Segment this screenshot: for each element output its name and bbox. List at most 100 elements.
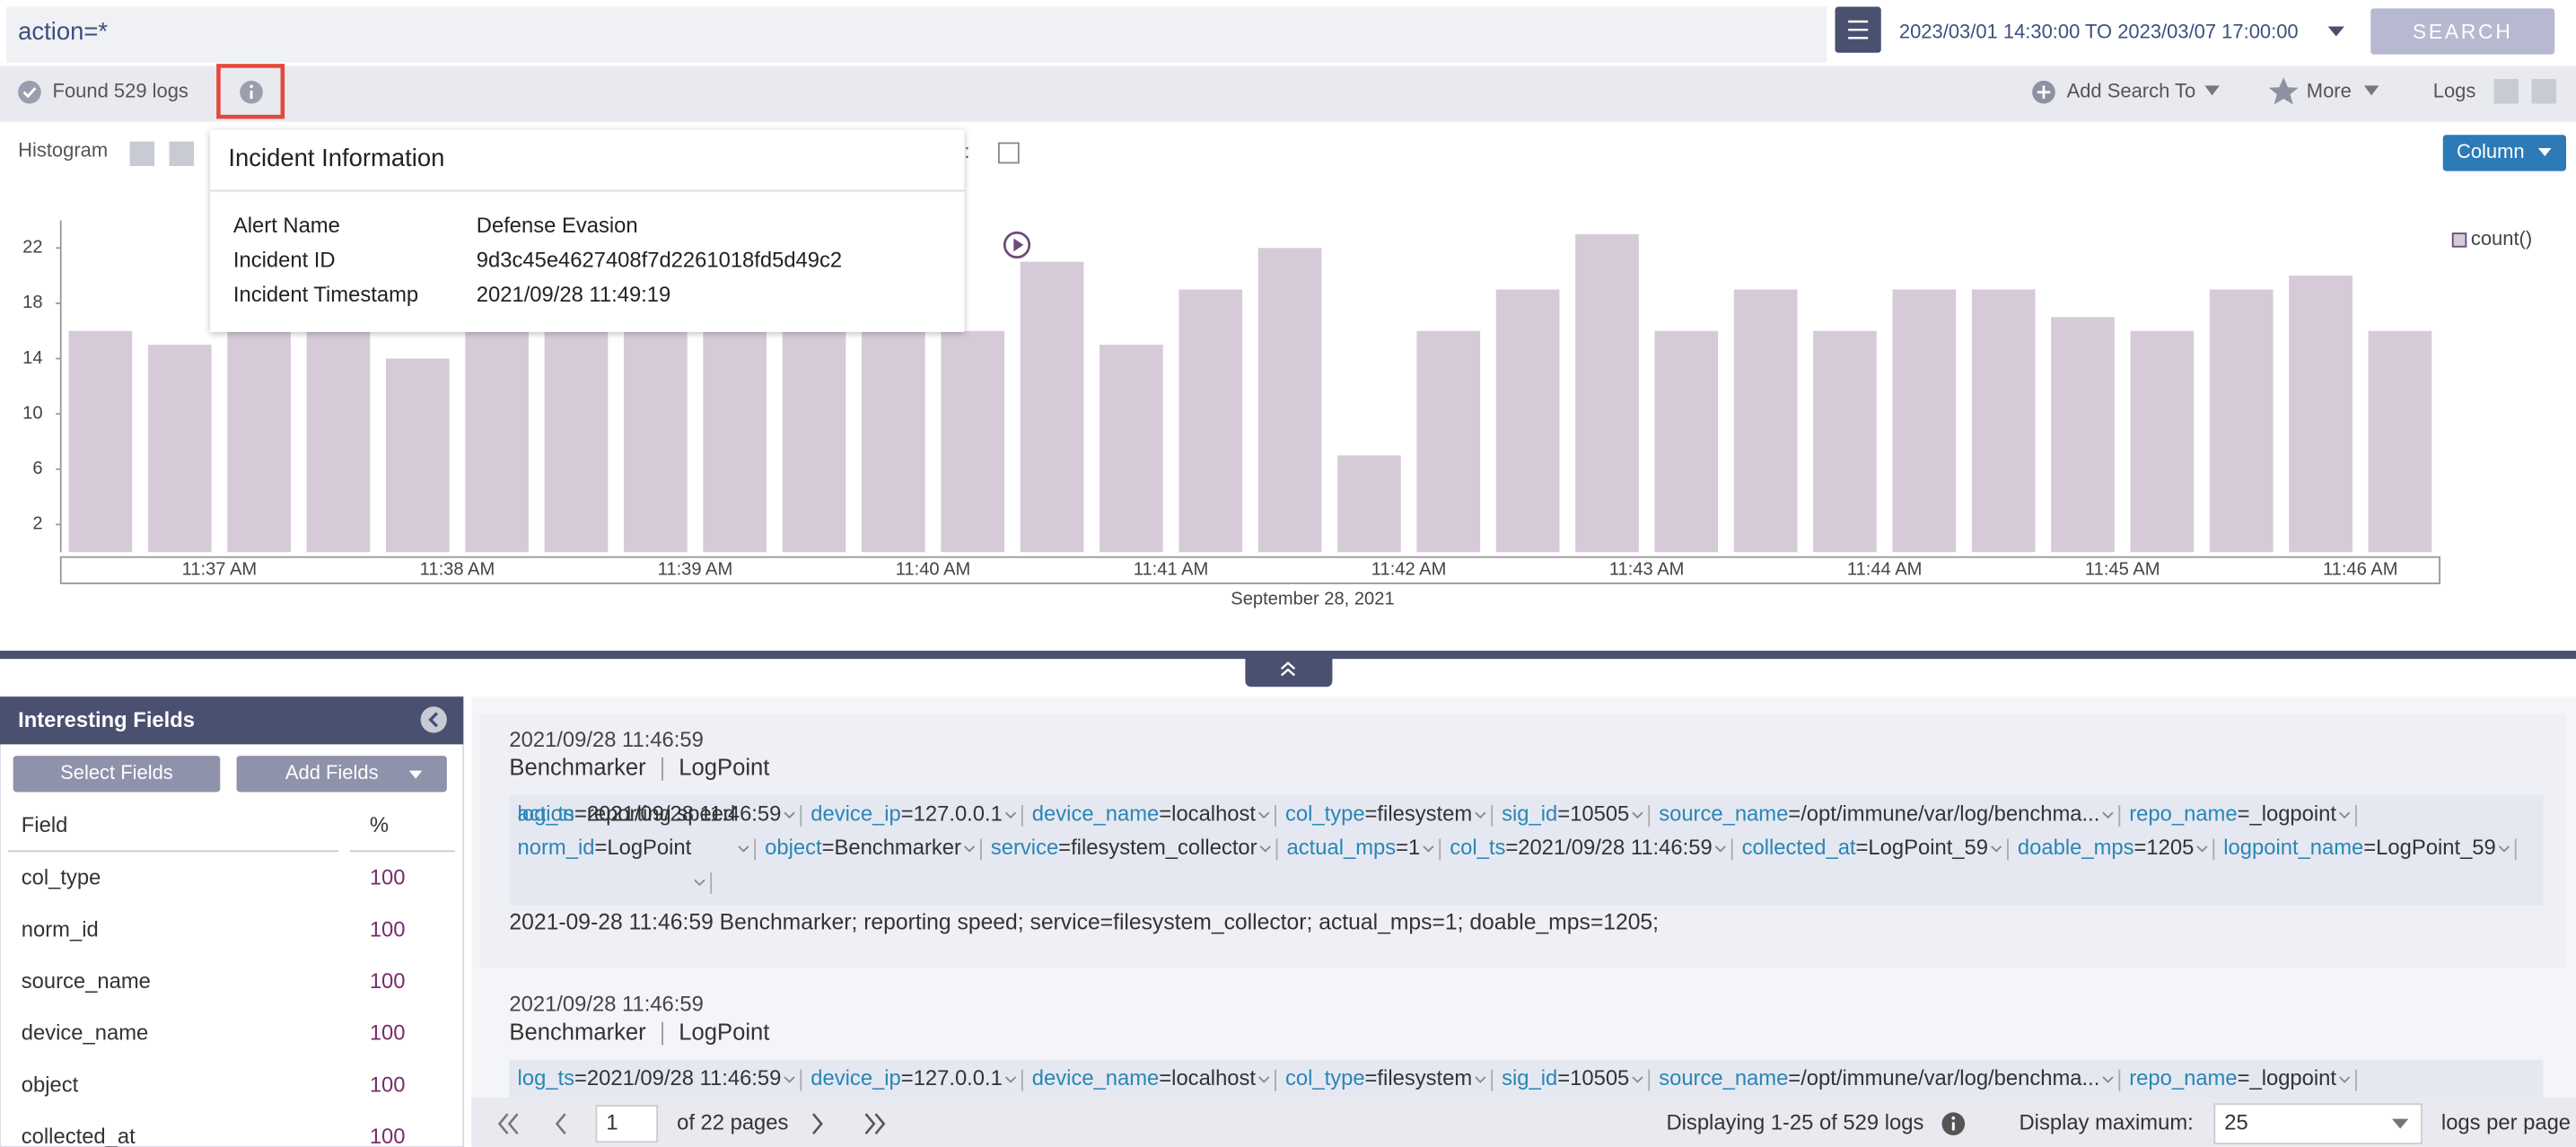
x-axis-title: September 28, 2021 [1231,590,1394,609]
page-count: of 22 pages [677,1110,788,1134]
field-sep: = [2134,836,2147,860]
button-label: Select Fields [60,761,173,784]
view-toggle[interactable] [2532,79,2556,103]
display-max-value: 25 [2224,1110,2247,1134]
popup-value: 2021/09/28 11:49:19 [477,283,670,307]
bar [1178,290,1242,553]
popup-key: Incident Timestamp [233,283,418,307]
popup-value: 9d3c45e4627408f7d2261018fd5d49c2 [477,249,842,273]
field-sep: = [2363,836,2376,860]
bar [1813,331,1877,552]
field-value: _logpoint [2248,1066,2336,1090]
view-toggle[interactable] [170,142,194,166]
displaying-count: Displaying 1-25 of 529 logs [1666,1110,1923,1134]
bar [1021,262,1084,553]
popup-key: Incident ID [233,249,336,273]
field-value: 2021/09/28 11:46:59 [1518,836,1712,860]
field-sep: = [574,801,587,826]
field-sep: = [1788,1066,1801,1090]
field-key: actual_mps [1287,836,1397,860]
field-name: object [22,1073,79,1097]
x-tick-label: 11:41 AM [1134,560,1209,580]
field-sep: = [901,1066,914,1090]
column-header: Field [22,813,68,837]
search-input[interactable] [6,7,1827,63]
popup-title: Incident Information [228,144,444,171]
field-key: device_name [1032,801,1159,826]
x-tick-label: 11:44 AM [1847,560,1923,580]
y-tick-label: 18 [22,293,42,312]
field-value: localhost [1171,1066,1256,1090]
field-sep: = [1365,801,1378,826]
field-name: norm_id [22,917,99,941]
bar [2210,290,2274,553]
column-header: % [370,813,389,837]
bar [862,331,925,552]
field-value: filesystem [1377,801,1472,826]
field-name: source_name [22,969,151,994]
checkbox[interactable] [999,143,1019,162]
field-key: doable_mps [2018,836,2134,860]
add-search-to[interactable]: Add Search To [2067,80,2196,102]
x-tick-label: 11:40 AM [896,560,971,580]
x-tick-label: 11:37 AM [182,560,258,580]
x-tick-label: 11:43 AM [1609,560,1685,580]
field-value: /opt/immune/var/log/benchma... [1801,1066,2099,1090]
bar [1337,455,1401,552]
bar [1258,248,1322,552]
field-sep: = [1159,1066,1171,1090]
field-sep: = [2238,801,2250,826]
y-tick-label: 22 [22,238,42,258]
bar [386,359,450,553]
field-sep: = [1159,801,1171,826]
panel-title: Interesting Fields [18,708,195,732]
x-axis-box [61,557,2440,583]
field-sep: = [1788,801,1801,826]
field-key: repo_name [2129,801,2237,826]
bar [624,331,688,552]
field-sep: = [574,1066,587,1090]
field-key: logpoint_name [2223,836,2363,860]
field-key: log_ts [518,1066,575,1090]
bar [1496,290,1560,553]
popup-key: Alert Name [233,214,340,238]
time-range[interactable]: 2023/03/01 14:30:00 TO 2023/03/07 17:00:… [1899,21,2299,43]
field-key: repo_name [2129,1066,2237,1090]
view-toggle[interactable] [130,142,154,166]
view-toggle[interactable] [2493,79,2518,103]
field-value: filesystem_collector [1071,836,1257,860]
x-tick-label: 11:46 AM [2323,560,2398,580]
field-value: reporting speed [587,801,735,826]
field-key: device_ip [810,801,900,826]
field-value: 10505 [1570,1066,1629,1090]
field-sep: = [594,836,607,860]
more-menu[interactable]: More [2307,80,2352,102]
field-percent: 100 [370,1125,406,1147]
field-value: LogPoint [607,836,691,860]
bar [1654,331,1718,552]
bar [69,331,133,552]
field-value: filesystem [1377,1066,1472,1090]
field-value: _logpoint [2248,801,2336,826]
bar [307,331,371,552]
field-percent: 100 [370,1021,406,1046]
field-sep: = [1856,836,1869,860]
button-label: Add Fields [285,761,379,784]
field-value: localhost [1171,801,1256,826]
found-count: Found 529 logs [53,80,188,102]
bar [2369,331,2432,552]
field-key: collected_at [1742,836,1856,860]
legend-swatch [2453,233,2466,247]
bar [545,331,609,552]
option-label: : [964,140,969,162]
field-percent: 100 [370,969,406,994]
bar [2051,317,2115,552]
field-key: col_type [1285,801,1365,826]
collapse-panel[interactable] [421,706,447,732]
field-sep: = [1557,1066,1570,1090]
field-sep: = [901,801,914,826]
y-tick-label: 14 [22,348,42,368]
field-name: col_type [22,866,101,890]
field-percent: 100 [370,917,406,941]
